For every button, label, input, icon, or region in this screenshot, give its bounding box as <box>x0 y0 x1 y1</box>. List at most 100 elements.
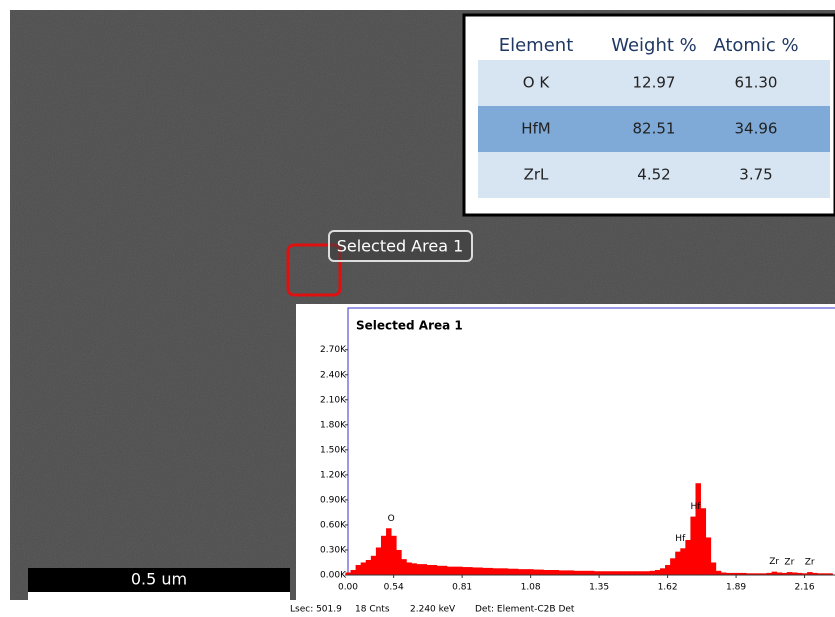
y-tick-label: 2.70K <box>320 345 347 355</box>
spectrum-bar <box>665 565 670 575</box>
y-tick-label: 1.80K <box>320 420 347 430</box>
spectrum-bar <box>462 567 467 575</box>
table-cell: O K <box>523 74 551 92</box>
table-cell: 34.96 <box>735 120 778 138</box>
spectrum-bar <box>685 540 690 575</box>
table-cell: 4.52 <box>637 166 670 184</box>
table-cell: 61.30 <box>735 74 778 92</box>
spectrum-bar <box>422 564 427 575</box>
spectrum-bar <box>523 569 528 575</box>
spectrum-bar <box>640 571 645 575</box>
table-header: Weight % <box>611 35 697 56</box>
spectrum-bar <box>569 570 574 575</box>
table-cell: ZrL <box>524 166 549 184</box>
table-cell: HfM <box>521 120 551 138</box>
spectrum-bar <box>416 564 421 575</box>
spectrum-bar <box>498 568 503 575</box>
spectrum-bar <box>630 571 635 575</box>
spectrum-bar <box>406 562 411 575</box>
spectrum-bar <box>391 536 396 575</box>
spectrum-bar <box>564 570 569 575</box>
spectrum-bar <box>584 571 589 575</box>
x-tick-label: 1.62 <box>658 583 678 593</box>
y-tick-label: 0.00K <box>320 571 347 581</box>
y-tick-label: 0.30K <box>320 545 347 555</box>
spectrum-bar <box>772 572 777 575</box>
spectrum-bar <box>472 567 477 575</box>
spectrum-bar <box>650 571 655 575</box>
footer-text: Lsec: 501.9 <box>290 605 342 615</box>
x-tick-label: 0.54 <box>384 583 404 593</box>
spectrum-bar <box>528 569 533 575</box>
spectrum: 0.00K 0.30K 0.60K 0.90K 1.20K 1.50K 1.80K 2.10K… <box>290 308 835 615</box>
scale-label: 0.5 um <box>131 570 187 589</box>
spectrum-bar <box>635 571 640 575</box>
spectrum-bar <box>508 569 513 575</box>
spectrum-bar <box>574 571 579 575</box>
spectrum-bar <box>660 568 665 575</box>
spectrum-bar <box>599 571 604 575</box>
spectrum-bar <box>701 508 706 575</box>
screen: 0.5 um Selected Area 1 Element Weight % At… <box>0 0 835 617</box>
peak-label: Zr <box>805 558 815 568</box>
spectrum-bar <box>604 571 609 575</box>
spectrum-bar <box>371 556 376 575</box>
spectrum-bar <box>401 559 406 575</box>
footer-text: 18 Cnts <box>355 605 390 615</box>
spectrum-bar <box>589 571 594 575</box>
spectrum-bar <box>467 567 472 575</box>
spectrum-bar <box>351 570 356 575</box>
spectrum-bar <box>579 571 584 575</box>
y-tick-label: 0.60K <box>320 520 347 530</box>
spectrum-bar <box>559 570 564 575</box>
plot-area <box>348 308 835 575</box>
peak-label: Zr <box>769 557 779 567</box>
chart-title: Selected Area 1 <box>356 319 463 333</box>
spectrum-bar <box>452 567 457 575</box>
y-tick-label: 1.50K <box>320 445 347 455</box>
x-tick-label: 2.16 <box>795 583 815 593</box>
spectrum-bar <box>695 483 700 575</box>
spectrum-bar <box>381 536 386 575</box>
footer-text: Det: Element-C2B Det <box>475 605 575 615</box>
x-start-label: 0.00 <box>338 583 358 593</box>
x-tick-label: 1.35 <box>589 583 609 593</box>
y-tick-label: 0.90K <box>320 495 347 505</box>
spectrum-bar <box>706 537 711 575</box>
y-tick-label: 2.10K <box>320 395 347 405</box>
spectrum-bar <box>609 571 614 575</box>
spectrum-bar <box>655 570 660 575</box>
spectrum-bar <box>675 552 680 575</box>
spectrum-bar <box>533 570 538 575</box>
spectrum-bar <box>548 570 553 575</box>
spectrum-bar <box>690 517 695 575</box>
x-tick-label: 1.08 <box>521 583 541 593</box>
footer-text: 2.240 keV <box>410 605 456 615</box>
table-header: Atomic % <box>713 35 798 56</box>
table-cell: 3.75 <box>739 166 772 184</box>
spectrum-bar <box>411 563 416 575</box>
y-tick-label: 2.40K <box>320 370 347 380</box>
peak-label: Zr <box>784 558 794 568</box>
x-tick-label: 0.81 <box>452 583 472 593</box>
spectrum-bar <box>396 550 401 575</box>
spectrum-bar <box>670 558 675 575</box>
page: 0.5 um Selected Area 1 Element Weight % At… <box>0 0 835 617</box>
spectrum-bar <box>432 565 437 575</box>
spectrum-bar <box>619 571 624 575</box>
spectrum-bar <box>376 547 381 575</box>
spectrum-bar <box>457 567 462 575</box>
spectrum-bar <box>477 567 482 575</box>
y-tick-label: 1.20K <box>320 470 347 480</box>
table-header: Element <box>499 35 574 56</box>
spectrum-bar <box>442 566 447 575</box>
spectrum-bar <box>716 571 721 575</box>
peak-label: O <box>388 514 395 524</box>
spectrum-bar <box>447 567 452 575</box>
spectrum-bar <box>553 570 558 575</box>
spectrum-bar <box>518 569 523 575</box>
spectrum-bar <box>614 571 619 575</box>
spectrum-bar <box>366 560 371 575</box>
spectrum-bar <box>645 571 650 575</box>
x-tick-label: 1.89 <box>726 583 746 593</box>
